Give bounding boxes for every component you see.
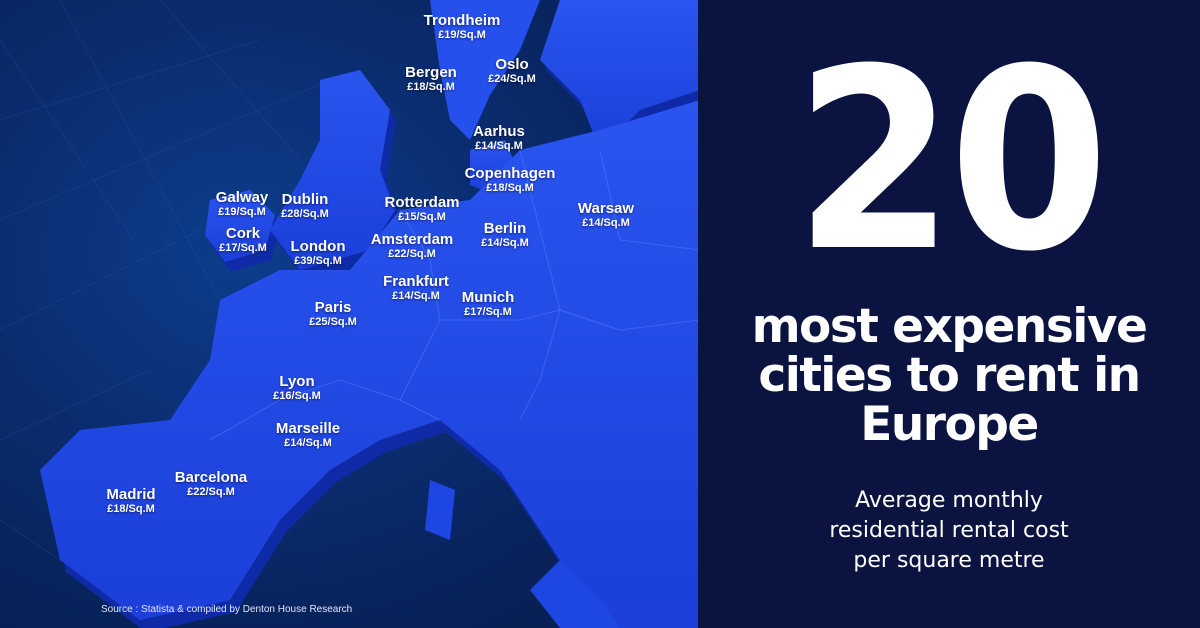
city-name: Barcelona <box>174 469 248 486</box>
city-label-marseille: Marseille £14/Sq.M <box>276 421 340 449</box>
city-name: Warsaw <box>577 200 635 217</box>
city-name: Frankfurt <box>383 273 449 290</box>
city-label-dublin: Dublin £28/Sq.M <box>281 192 329 220</box>
city-price: £18/Sq.M <box>486 181 534 194</box>
city-name: London <box>290 238 346 255</box>
city-label-paris: Paris £25/Sq.M <box>309 300 357 328</box>
city-name: Lyon <box>279 373 315 390</box>
city-price: £28/Sq.M <box>281 207 329 220</box>
city-price: £14/Sq.M <box>284 436 332 449</box>
city-label-berlin: Berlin £14/Sq.M <box>481 221 529 249</box>
city-price: £24/Sq.M <box>488 72 536 85</box>
city-price: £22/Sq.M <box>388 247 436 260</box>
subheading-line: residential rental cost <box>829 518 1069 543</box>
city-price: £25/Sq.M <box>309 315 357 328</box>
city-label-rotterdam: Rotterdam £15/Sq.M <box>384 195 459 223</box>
city-label-frankfurt: Frankfurt £14/Sq.M <box>383 274 449 302</box>
headline-line: cities to rent in <box>758 348 1141 403</box>
city-name: Dublin <box>281 191 329 208</box>
big-number: 20 <box>794 15 1109 306</box>
source-caption: Source : Statista & compiled by Denton H… <box>101 604 353 615</box>
city-price: £17/Sq.M <box>464 305 512 318</box>
city-label-madrid: Madrid £18/Sq.M <box>106 487 155 515</box>
subheading-line: per square metre <box>853 548 1045 573</box>
city-label-amsterdam: Amsterdam £22/Sq.M <box>371 232 454 260</box>
city-price: £15/Sq.M <box>398 210 446 223</box>
city-name: Marseille <box>275 420 341 437</box>
city-name: Bergen <box>405 64 457 81</box>
city-label-trondheim: Trondheim £19/Sq.M <box>424 13 501 41</box>
city-name: Rotterdam <box>384 194 460 211</box>
city-price: £14/Sq.M <box>582 216 630 229</box>
city-name: Madrid <box>106 486 156 503</box>
land <box>40 0 698 628</box>
city-label-copenhagen: Copenhagen £18/Sq.M <box>465 166 556 194</box>
city-price: £22/Sq.M <box>187 485 235 498</box>
city-name: Aarhus <box>473 123 525 140</box>
headline-line: most expensive <box>751 299 1148 354</box>
city-price: £19/Sq.M <box>218 205 266 218</box>
borders <box>209 149 698 441</box>
city-label-munich: Munich £17/Sq.M <box>462 290 515 318</box>
city-price: £16/Sq.M <box>273 389 321 402</box>
city-name: Oslo <box>495 56 529 73</box>
city-label-warsaw: Warsaw £14/Sq.M <box>578 201 634 229</box>
city-name: Paris <box>314 299 352 316</box>
sea-grid <box>0 0 331 601</box>
city-label-cork: Cork £17/Sq.M <box>219 226 267 254</box>
city-name: Trondheim <box>423 12 501 29</box>
city-label-barcelona: Barcelona £22/Sq.M <box>175 470 248 498</box>
city-price: £14/Sq.M <box>475 139 523 152</box>
city-label-oslo: Oslo £24/Sq.M <box>488 57 536 85</box>
city-label-london: London £39/Sq.M <box>291 239 346 267</box>
subheading-line: Average monthly <box>855 488 1043 513</box>
city-name: Copenhagen <box>464 165 556 182</box>
headline-line: Europe <box>860 397 1039 452</box>
city-price: £19/Sq.M <box>438 28 486 41</box>
city-label-aarhus: Aarhus £14/Sq.M <box>473 124 525 152</box>
city-price: £18/Sq.M <box>107 502 155 515</box>
city-price: £39/Sq.M <box>294 254 342 267</box>
city-price: £18/Sq.M <box>407 80 455 93</box>
city-price: £14/Sq.M <box>392 289 440 302</box>
city-name: Munich <box>461 289 515 306</box>
subheading: Average monthly residential rental cost … <box>698 486 1200 576</box>
city-price: £17/Sq.M <box>219 241 267 254</box>
title-panel: 20 most expensive cities to rent in Euro… <box>698 0 1200 628</box>
city-name: Berlin <box>483 220 527 237</box>
city-label-bergen: Bergen £18/Sq.M <box>405 65 457 93</box>
map-graphic <box>0 0 698 628</box>
city-name: Galway <box>215 189 269 206</box>
city-price: £14/Sq.M <box>481 236 529 249</box>
headline: most expensive cities to rent in Europe <box>698 302 1200 449</box>
city-name: Amsterdam <box>370 231 454 248</box>
city-label-galway: Galway £19/Sq.M <box>216 190 269 218</box>
city-name: Cork <box>225 225 261 242</box>
city-label-lyon: Lyon £16/Sq.M <box>273 374 321 402</box>
europe-map: Trondheim £19/Sq.M Oslo £24/Sq.M Bergen … <box>0 0 698 628</box>
